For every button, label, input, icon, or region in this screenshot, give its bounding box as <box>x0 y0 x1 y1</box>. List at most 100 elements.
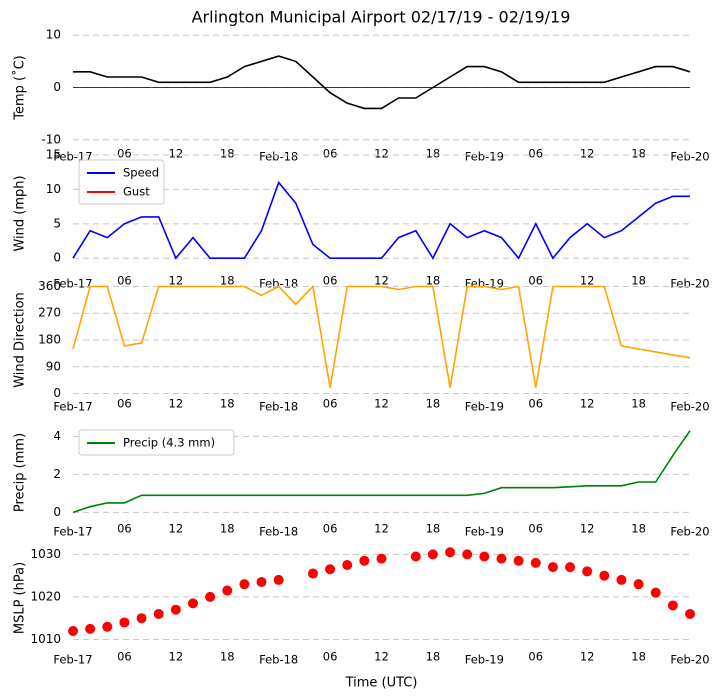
data-point <box>359 555 370 566</box>
x-tick-label: 06 <box>528 397 543 411</box>
x-tick-label: 12 <box>580 522 595 536</box>
data-point <box>685 608 695 619</box>
x-tick-label: 12 <box>374 522 389 536</box>
data-point <box>633 579 644 590</box>
data-point <box>667 600 678 611</box>
x-tick-label: Feb-17 <box>53 653 92 667</box>
data-point <box>119 617 130 628</box>
x-tick-label: Feb-18 <box>259 525 298 539</box>
x-tick-label: 18 <box>426 397 441 411</box>
y-axis-label: MSLP (hPa) <box>13 562 28 634</box>
x-tick-label: 12 <box>169 650 184 664</box>
x-tick-label: 12 <box>169 397 184 411</box>
data-point <box>565 562 576 573</box>
y-tick-label: 5 <box>53 216 61 230</box>
x-tick-label: 12 <box>169 522 184 536</box>
y-tick-label: -10 <box>41 132 61 146</box>
data-point <box>410 551 421 562</box>
x-tick-label: 18 <box>220 522 235 536</box>
x-tick-label: 18 <box>220 274 235 288</box>
x-tick-label: 06 <box>323 397 338 411</box>
x-tick-label: Feb-19 <box>465 150 504 164</box>
x-tick-label: 06 <box>323 522 338 536</box>
data-point <box>187 598 198 609</box>
data-point <box>599 570 610 581</box>
data-point <box>650 587 661 598</box>
x-tick-label: 06 <box>528 522 543 536</box>
y-tick-label: 1010 <box>30 632 61 646</box>
x-tick-label: Feb-18 <box>259 400 298 414</box>
y-tick-label: 1030 <box>30 547 61 561</box>
x-tick-label: 18 <box>631 397 646 411</box>
data-point <box>222 585 233 596</box>
y-axis-label: Temp (˚C) <box>12 55 28 121</box>
data-point <box>479 551 490 562</box>
data-point <box>102 621 113 632</box>
x-tick-label: 06 <box>323 650 338 664</box>
data-point <box>239 579 250 590</box>
x-tick-label: Feb-19 <box>465 525 504 539</box>
x-axis-label: Time (UTC) <box>345 676 418 691</box>
data-point <box>273 574 284 585</box>
y-tick-label: 1020 <box>30 589 61 603</box>
y-axis-label: Wind (mph) <box>13 175 28 251</box>
data-point <box>376 553 387 564</box>
y-axis-label: Wind Direction <box>13 292 28 388</box>
y-tick-label: 10 <box>46 28 61 42</box>
legend-label: Precip (4.3 mm) <box>123 436 215 450</box>
x-tick-label: 06 <box>528 650 543 664</box>
data-point <box>256 577 267 588</box>
x-tick-label: 12 <box>580 147 595 161</box>
legend-box <box>78 429 235 456</box>
y-tick-label: 90 <box>46 359 61 373</box>
y-axis-label: Precip (mm) <box>13 433 28 512</box>
data-line <box>73 55 691 110</box>
x-tick-label: Feb-17 <box>53 400 92 414</box>
x-tick-label: 12 <box>374 650 389 664</box>
x-tick-label: 12 <box>580 274 595 288</box>
x-tick-label: 06 <box>528 274 543 288</box>
x-tick-label: 18 <box>220 650 235 664</box>
x-tick-label: 06 <box>323 274 338 288</box>
x-tick-label: Feb-20 <box>670 277 709 291</box>
data-point <box>170 604 181 615</box>
y-tick-label: 2 <box>53 467 61 481</box>
legend-label: Speed <box>123 166 159 180</box>
x-tick-label: Feb-17 <box>53 525 92 539</box>
data-point <box>462 549 473 560</box>
x-tick-label: 12 <box>580 397 595 411</box>
y-tick-label: 0 <box>53 386 61 400</box>
x-tick-label: 18 <box>631 147 646 161</box>
x-tick-label: Feb-19 <box>465 400 504 414</box>
data-point <box>342 560 353 571</box>
x-tick-label: 18 <box>631 522 646 536</box>
x-tick-label: 18 <box>631 650 646 664</box>
data-point <box>307 568 318 579</box>
data-point <box>325 564 336 575</box>
x-tick-label: 12 <box>169 147 184 161</box>
y-tick-label: 4 <box>53 429 61 443</box>
x-tick-label: 18 <box>631 274 646 288</box>
x-tick-label: 18 <box>426 274 441 288</box>
x-tick-label: Feb-18 <box>259 150 298 164</box>
x-tick-label: 06 <box>323 147 338 161</box>
x-tick-label: 06 <box>117 274 132 288</box>
x-tick-label: 12 <box>169 274 184 288</box>
data-point <box>445 547 456 558</box>
data-line <box>72 284 691 388</box>
data-point <box>68 625 78 636</box>
x-tick-label: Feb-18 <box>259 277 298 291</box>
x-tick-label: 18 <box>220 397 235 411</box>
data-point <box>547 562 558 573</box>
data-point <box>582 566 593 577</box>
x-tick-label: 06 <box>117 522 132 536</box>
data-point <box>427 549 438 560</box>
x-tick-label: Feb-20 <box>670 400 709 414</box>
x-tick-label: 18 <box>426 522 441 536</box>
y-tick-label: 270 <box>38 306 61 320</box>
data-point <box>496 553 507 564</box>
data-point <box>85 623 96 634</box>
y-tick-label: 10 <box>46 182 61 196</box>
legend-label: Gust <box>123 185 150 199</box>
